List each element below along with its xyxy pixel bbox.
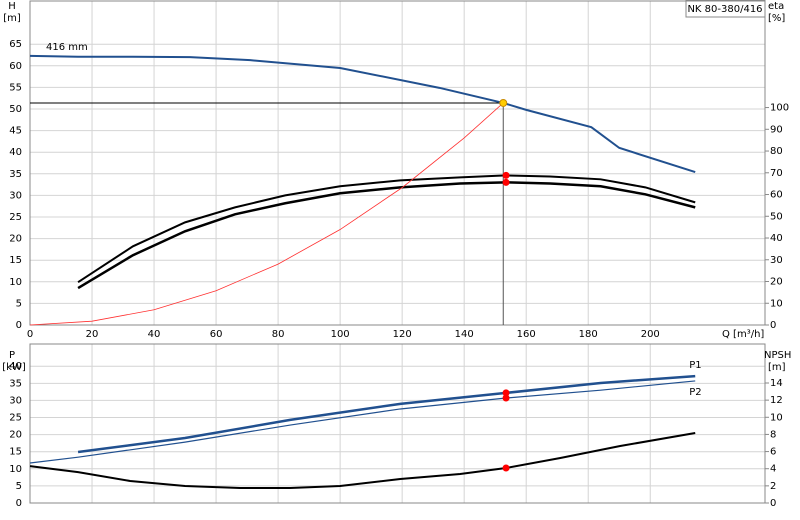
- y-tick-label: 50: [9, 104, 22, 115]
- y-tick-label: 40: [9, 147, 22, 158]
- axis-label: H: [8, 1, 16, 12]
- y-tick-label: 20: [9, 430, 22, 441]
- y-tick-label: 5: [16, 298, 22, 309]
- y2-tick-label: 14: [770, 378, 783, 389]
- y-tick-label: 5: [16, 481, 22, 492]
- y-tick-label: 35: [9, 378, 22, 389]
- x-tick-label: 160: [517, 329, 536, 340]
- y2-tick-label: 8: [770, 429, 776, 440]
- y2-tick-label: 0: [770, 320, 776, 331]
- axis-label: [%]: [768, 13, 785, 24]
- y-tick-label: 35: [9, 169, 22, 180]
- y2-tick-label: 100: [770, 103, 789, 114]
- y2-tick-label: 70: [770, 168, 783, 179]
- y2-tick-label: 40: [770, 233, 783, 244]
- x-tick-label: 100: [331, 329, 350, 340]
- y2-tick-label: 2: [770, 481, 776, 492]
- y-tick-label: 15: [9, 447, 22, 458]
- y2-tick-label: 50: [770, 211, 783, 222]
- y2-tick-label: 60: [770, 190, 783, 201]
- axis-label: [m]: [768, 362, 786, 373]
- x-tick-label: 180: [579, 329, 598, 340]
- y-tick-label: 15: [9, 255, 22, 266]
- operating-point: [499, 98, 508, 107]
- axis-label: NPSH: [764, 350, 791, 361]
- y-tick-label: 0: [16, 498, 22, 509]
- x-tick-label: 0: [27, 329, 33, 340]
- y2-tick-label: 10: [770, 412, 783, 423]
- y-tick-label: 30: [9, 190, 22, 201]
- curve: [29, 431, 696, 489]
- y2-tick-label: 6: [770, 447, 776, 458]
- y-tick-label: 10: [9, 464, 22, 475]
- curve-label: P1: [689, 360, 701, 371]
- curve: [77, 174, 696, 283]
- curve: [29, 380, 696, 464]
- curve: [29, 54, 696, 174]
- operating-point: [502, 394, 510, 402]
- y2-tick-label: 12: [770, 395, 783, 406]
- y-tick-label: 45: [9, 126, 22, 137]
- curve: [77, 181, 696, 290]
- operating-point: [502, 171, 510, 179]
- x-tick-label: 40: [148, 329, 161, 340]
- x-tick-label: 140: [455, 329, 474, 340]
- plot-frame: [29, 343, 766, 504]
- operating-point: [502, 464, 510, 472]
- y-tick-label: 40: [9, 361, 22, 372]
- y2-tick-label: 90: [770, 124, 783, 135]
- axis-label: Q [m³/h]: [722, 329, 764, 340]
- y-tick-label: 65: [9, 39, 22, 50]
- y-tick-label: 25: [9, 212, 22, 223]
- y-tick-label: 25: [9, 413, 22, 424]
- axis-label: [kW]: [2, 362, 26, 373]
- x-tick-label: 120: [393, 329, 412, 340]
- x-tick-label: 60: [210, 329, 223, 340]
- axis-label: eta: [768, 1, 784, 12]
- operating-point: [502, 178, 510, 186]
- y-tick-label: 20: [9, 234, 22, 245]
- x-tick-label: 80: [272, 329, 285, 340]
- chart-title: NK 80-380/416: [687, 4, 762, 15]
- curve-label: P2: [689, 387, 701, 398]
- y-tick-label: 60: [9, 61, 22, 72]
- y2-tick-label: 0: [770, 498, 776, 509]
- y-tick-label: 55: [9, 82, 22, 93]
- curve-label: 416 mm: [46, 42, 88, 53]
- y2-tick-label: 20: [770, 277, 783, 288]
- y2-tick-label: 80: [770, 146, 783, 157]
- y-tick-label: 10: [9, 277, 22, 288]
- y-tick-label: 0: [16, 320, 22, 331]
- curve: [77, 374, 696, 454]
- curve: [29, 102, 504, 326]
- x-tick-label: 200: [641, 329, 660, 340]
- axis-label: [m]: [3, 13, 21, 24]
- y2-tick-label: 30: [770, 255, 783, 266]
- operating-point: [502, 389, 510, 397]
- y-tick-label: 30: [9, 395, 22, 406]
- plot-frame: [29, 0, 766, 326]
- x-tick-label: 20: [86, 329, 99, 340]
- axis-label: P: [9, 350, 15, 361]
- y2-tick-label: 10: [770, 298, 783, 309]
- y2-tick-label: 4: [770, 464, 776, 475]
